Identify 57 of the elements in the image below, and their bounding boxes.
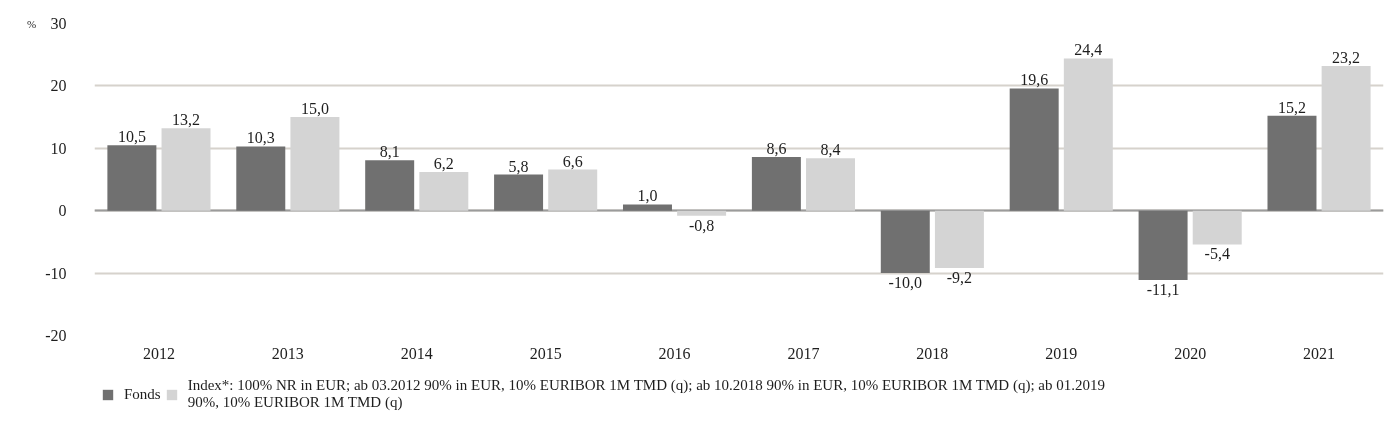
- y-tick-label: 30: [50, 15, 67, 32]
- legend-label: Fonds: [124, 385, 161, 403]
- data-label: -0,8: [688, 216, 715, 234]
- x-tick-label: 2020: [1174, 344, 1207, 362]
- y-tick-label: 10: [50, 139, 67, 157]
- data-label: -5,4: [1204, 245, 1230, 263]
- data-label: 8,4: [820, 141, 841, 159]
- y-tick-label: -20: [45, 327, 67, 344]
- bar: [751, 157, 801, 211]
- bar: [107, 145, 157, 211]
- data-label: 8,1: [379, 143, 400, 161]
- data-label: 10,3: [246, 129, 275, 147]
- bar: [161, 128, 211, 211]
- bar: [622, 204, 672, 211]
- bar: [934, 210, 984, 269]
- data-label: 23,2: [1332, 48, 1361, 66]
- data-label: 6,2: [433, 155, 454, 173]
- x-tick-label: 2012: [142, 344, 175, 362]
- legend-label: Index*: 100% NR in EUR; ab 03.2012 90% in EUR, 10% EURIBOR 1M TMD (q); ab 10.2018 90% in EUR, 10% EURIBOR 1M TMD (q); ab 01.2019 90%, 10% EURIBOR 1M TMD (q): [187, 377, 1106, 411]
- data-label: 24,4: [1074, 41, 1103, 59]
- x-tick-label: 2013: [271, 344, 304, 362]
- x-tick-label: 2016: [658, 344, 691, 362]
- bar: [1192, 210, 1242, 245]
- bar: [236, 146, 286, 211]
- data-label: -11,1: [1146, 280, 1180, 298]
- bar: [1267, 115, 1317, 211]
- data-label: 1,0: [637, 187, 658, 205]
- data-label: 5,8: [508, 157, 529, 175]
- y-tick-label: 20: [50, 77, 67, 95]
- data-label: 13,2: [172, 111, 201, 129]
- bar: [1138, 210, 1188, 280]
- x-tick-label: 2019: [1045, 344, 1078, 362]
- data-label: 19,6: [1020, 71, 1049, 89]
- data-label: 10,5: [117, 128, 146, 146]
- x-tick-label: 2021: [1303, 344, 1336, 362]
- bar: [677, 210, 727, 216]
- data-label: -10,0: [888, 274, 922, 292]
- bar: [806, 158, 856, 211]
- y-axis-title: %: [27, 17, 37, 30]
- x-tick-label: 2017: [787, 344, 820, 362]
- data-label: -9,2: [946, 269, 973, 287]
- data-label: 6,6: [562, 152, 583, 170]
- x-tick-label: 2014: [400, 344, 433, 362]
- data-label: 15,2: [1277, 98, 1306, 116]
- data-label: 15,0: [300, 100, 329, 118]
- bar: [880, 210, 930, 274]
- x-tick-label: 2015: [529, 344, 562, 362]
- y-tick-label: 0: [58, 202, 67, 220]
- data-label: 8,6: [766, 140, 787, 158]
- bar: [290, 117, 340, 211]
- bar: [548, 169, 598, 211]
- bar: [494, 174, 544, 211]
- bar: [365, 160, 415, 211]
- bar: [419, 172, 469, 211]
- bar: [1009, 88, 1059, 211]
- y-tick-label: -10: [45, 264, 67, 282]
- x-tick-label: 2018: [916, 344, 949, 362]
